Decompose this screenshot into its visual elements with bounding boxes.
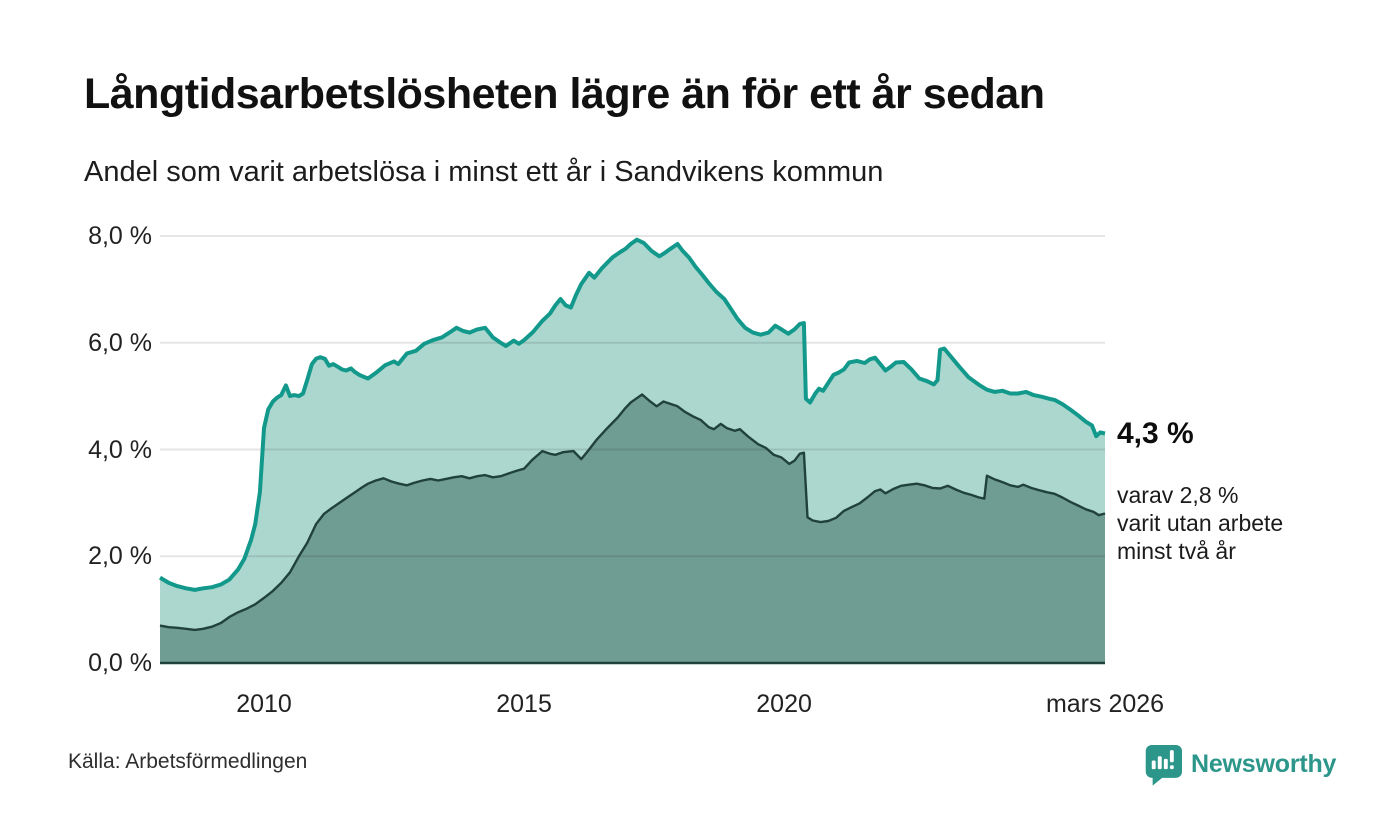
newsworthy-speech-bubble-bar-chart-icon [1145,745,1182,786]
source-note: Källa: Arbetsförmedlingen [68,750,308,773]
page-title: Långtidsarbetslösheten lägre än för ett … [84,70,1045,118]
x-tick-2015: 2015 [496,690,552,718]
y-tick-8,0 %: 8,0 % [88,222,152,250]
x-tick-2010: 2010 [236,690,292,718]
brand-logo: Newsworthy [1144,742,1336,786]
line-unemployed-one-year [158,237,1106,592]
x-tick-2020: 2020 [756,690,812,718]
x-tick-mars 2026: mars 2026 [1045,690,1165,718]
line-unemployed-two-years [159,393,1106,632]
page-subtitle: Andel som varit arbetslösa i minst ett å… [84,156,884,188]
latest-total-annotation: 4,3 % [1117,417,1194,450]
area-unemployed-two-years [160,394,1105,663]
y-tick-2,0 %: 2,0 % [88,542,152,571]
brand-name: Newsworthy [1191,749,1337,778]
y-tick-4,0 %: 4,0 % [88,435,152,464]
y-tick-6,0 %: 6,0 % [88,328,152,357]
y-tick-0,0 %: 0,0 % [88,649,152,677]
latest-two-plus-annotation: varav 2,8 % varit utan arbete minst två … [1117,482,1284,564]
